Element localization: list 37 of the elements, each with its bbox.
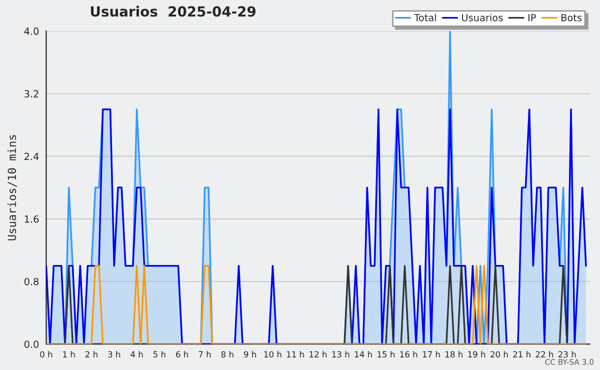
x-tick-label: 14 h (354, 351, 372, 358)
x-tick-label: 1 h (63, 351, 75, 358)
y-tick-label: 4.0 (24, 28, 39, 35)
x-tick-label: 16 h (400, 351, 418, 358)
x-tick-label: 15 h (378, 351, 395, 358)
x-tick-label: 23 h (558, 351, 576, 358)
x-tick-label: 7 h (198, 351, 211, 358)
chart-title: Usuarios 2025-04-29 (90, 6, 256, 17)
x-tick-label: 5 h (153, 351, 166, 358)
x-tick-label: 0 h (40, 351, 52, 358)
x-tick-label: 3 h (108, 351, 120, 358)
x-tick-label: 22 h (536, 351, 554, 358)
y-tick-label: 2.4 (24, 152, 39, 160)
x-tick-label: 4 h (130, 351, 143, 358)
x-tick-label: 6 h (176, 351, 188, 358)
x-tick-label: 11 h (287, 351, 304, 358)
x-tick-label: 8 h (221, 351, 234, 358)
x-tick-label: 13 h (332, 351, 350, 358)
y-tick-label: 1.6 (24, 215, 39, 223)
x-tick-label: 19 h (468, 351, 486, 358)
y-tick-label: 3.2 (24, 90, 38, 98)
x-tick-label: 2 h (85, 351, 98, 358)
y-tick-label: 0.8 (24, 278, 39, 286)
legend-label: Total (414, 14, 436, 22)
x-tick-label: 9 h (244, 351, 256, 358)
y-axis-title: Usuarios/10 mins (7, 135, 17, 240)
line-series (46, 108, 587, 344)
legend-label: IP (528, 14, 536, 22)
x-tick-label: 18 h (446, 351, 462, 358)
x-tick-label: 10 h (264, 351, 282, 358)
x-tick-label: 20 h (490, 351, 508, 358)
x-tick-label: 17 h (422, 351, 440, 358)
legend-label: Usuarios (462, 14, 503, 22)
x-tick-label: 21 h (513, 351, 530, 358)
y-tick-label: 0.0 (24, 340, 39, 348)
x-tick-label: 12 h (310, 351, 327, 358)
legend-label: Bots (561, 14, 582, 22)
